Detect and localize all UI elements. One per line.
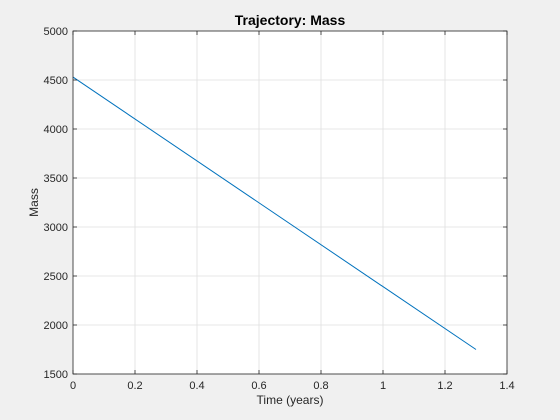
- y-axis-label: Mass: [27, 188, 41, 217]
- x-tick-label: 0: [70, 380, 76, 392]
- y-tick-label: 2500: [44, 271, 68, 283]
- ticks: 0 0.2 0.4 0.6 0.8 1 1.2 1.4 1500 2000 2500 3000 3500…: [44, 26, 515, 392]
- x-axis-label: Time (years): [257, 393, 324, 407]
- axes-box: [72, 30, 508, 375]
- x-tick-label: 1.4: [499, 380, 514, 392]
- y-tick-label: 3500: [44, 173, 68, 185]
- y-tick-label: 5000: [44, 26, 68, 38]
- y-tick-label: 2000: [44, 320, 68, 332]
- series-line: [72, 76, 477, 350]
- y-tick-label: 3000: [44, 222, 68, 234]
- plot-background: [73, 31, 507, 374]
- y-tick-label: 4500: [44, 75, 68, 87]
- x-tick-label: 0.2: [127, 380, 142, 392]
- grid: [72, 30, 508, 375]
- y-tick-label: 4000: [44, 124, 68, 136]
- chart-title: Trajectory: Mass: [235, 12, 346, 28]
- x-tick-label: 1: [380, 380, 386, 392]
- x-tick-label: 0.6: [251, 380, 266, 392]
- series-layer: [72, 76, 477, 350]
- x-tick-label: 0.4: [189, 380, 204, 392]
- x-tick-label: 0.8: [313, 380, 328, 392]
- y-tick-label: 1500: [44, 369, 68, 381]
- x-tick-label: 1.2: [437, 380, 452, 392]
